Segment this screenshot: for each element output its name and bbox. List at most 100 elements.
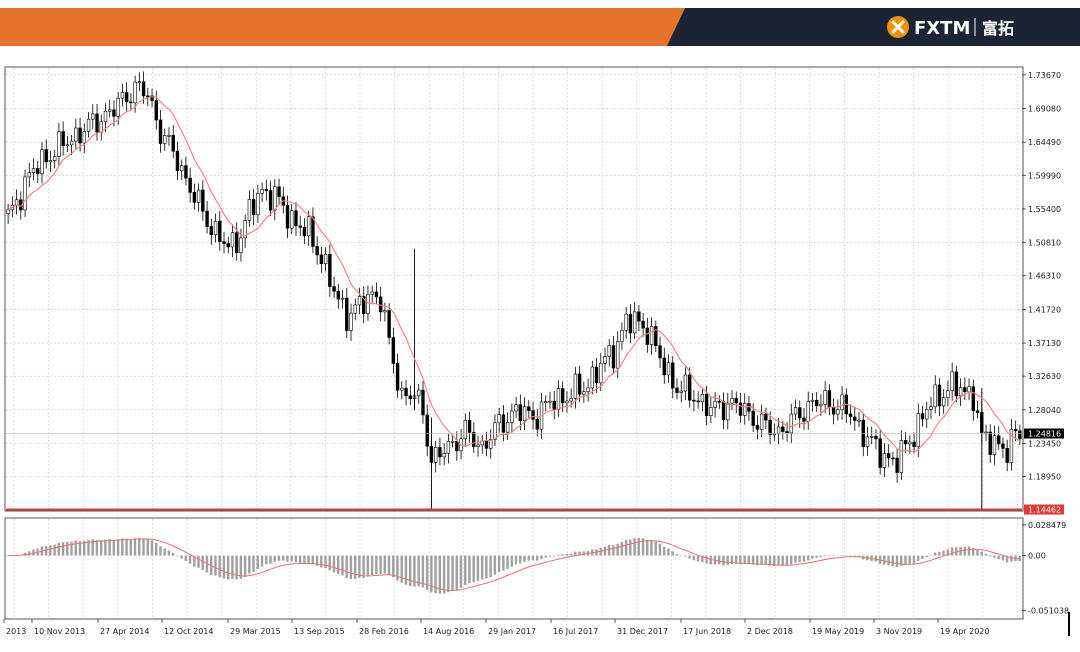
price-tick-label: 1.55400 — [1028, 205, 1061, 214]
macd-bar — [112, 539, 116, 556]
macd-bar — [70, 541, 73, 556]
macd-bar — [497, 555, 501, 572]
macd-bar — [430, 555, 433, 593]
macd-bar — [32, 549, 35, 556]
candle-body — [218, 220, 222, 242]
macd-bar — [188, 555, 192, 564]
macd-bar — [218, 555, 221, 578]
candle-body — [209, 226, 214, 236]
candle-body — [768, 419, 772, 435]
candle-body — [226, 243, 230, 248]
candle-body — [78, 127, 82, 144]
price-tick-label: 1.46310 — [1028, 272, 1061, 281]
candle-body — [700, 394, 705, 403]
macd-bar — [116, 539, 120, 556]
candle-body — [671, 362, 675, 389]
candle-body — [823, 390, 827, 405]
macd-bar — [1001, 555, 1005, 561]
macd-bar — [455, 555, 458, 590]
macd-bar — [519, 555, 522, 564]
candle-body — [573, 373, 578, 399]
macd-bar — [845, 555, 848, 557]
candle-body — [353, 304, 357, 314]
macd-bar — [756, 555, 759, 566]
candle-body — [967, 386, 971, 392]
candle-body — [810, 399, 815, 402]
macd-bar — [641, 538, 645, 556]
fxtm-logo-icon — [887, 16, 909, 38]
macd-bar — [489, 555, 492, 578]
time-tick-label: 17 Jun 2018 — [683, 627, 731, 636]
time-tick-label: 19 Apr 2020 — [940, 627, 989, 636]
macd-bar — [535, 555, 539, 561]
macd-bar — [929, 555, 933, 556]
candle-body — [366, 293, 370, 314]
macd-bar — [578, 551, 581, 556]
candle-body — [421, 389, 425, 416]
macd-bar — [256, 555, 259, 570]
current-price-box — [1024, 428, 1064, 439]
macd-bar — [502, 555, 505, 571]
candle-body — [891, 457, 895, 460]
candle-body — [383, 310, 387, 313]
candle-body — [61, 131, 65, 147]
macd-bar — [620, 542, 624, 556]
candle-body — [764, 413, 768, 421]
macd-bar — [764, 555, 767, 565]
candle-body — [484, 440, 489, 449]
candle-body — [222, 241, 226, 244]
macd-bar — [510, 555, 513, 567]
price-tick-label: 1.28040 — [1028, 406, 1061, 415]
candle-body — [903, 440, 908, 445]
candle-body — [1001, 443, 1005, 449]
candle-body — [129, 101, 133, 104]
candle-body — [69, 140, 74, 146]
candle-body — [154, 100, 158, 121]
candle-body — [717, 400, 722, 403]
macd-bar — [963, 546, 966, 556]
macd-bar — [612, 545, 615, 556]
candle-body — [912, 441, 916, 447]
candle-body — [36, 168, 40, 175]
macd-bar — [154, 542, 158, 556]
macd-bar — [193, 555, 196, 567]
macd-bar — [946, 549, 950, 556]
candle-body — [908, 441, 912, 445]
macd-bar — [802, 555, 806, 562]
macd-signal-line — [8, 538, 1020, 591]
candle-body — [52, 156, 57, 161]
macd-bar — [722, 555, 725, 566]
candle-body — [713, 400, 717, 408]
candle-body — [302, 227, 307, 237]
macd-bar — [523, 555, 526, 562]
macd-bar — [74, 540, 77, 556]
candle-body — [781, 426, 785, 432]
candle-body — [57, 131, 61, 157]
macd-bar — [798, 555, 801, 563]
macd-bar — [353, 555, 357, 579]
macd-bar — [552, 555, 556, 557]
candle-body — [958, 387, 963, 397]
macd-bar — [379, 555, 382, 574]
macd-bar — [265, 555, 268, 565]
macd-bar — [942, 550, 945, 556]
candle-body — [950, 371, 954, 392]
macd-tick-label: -0.051038 — [1028, 607, 1069, 616]
macd-bar — [417, 555, 420, 587]
macd-bar — [887, 555, 890, 566]
time-axis: 2013 10 Nov 2013 27 Apr 2014 12 Oct 2014 29 … — [3, 619, 989, 636]
candle-body — [501, 414, 506, 433]
macd-bar — [197, 555, 200, 568]
time-tick-label: 19 May 2019 — [812, 627, 864, 636]
macd-bar — [493, 555, 497, 575]
macd-bar — [277, 555, 281, 561]
macd-bar — [328, 555, 331, 571]
macd-bar — [408, 555, 412, 587]
macd-bar — [540, 555, 543, 560]
candle-body — [675, 387, 679, 393]
candle-body — [27, 172, 31, 178]
macd-bar — [967, 546, 971, 556]
candle-body — [243, 220, 247, 239]
price-tick-label: 1.50810 — [1028, 239, 1061, 248]
candle-body — [577, 373, 582, 395]
